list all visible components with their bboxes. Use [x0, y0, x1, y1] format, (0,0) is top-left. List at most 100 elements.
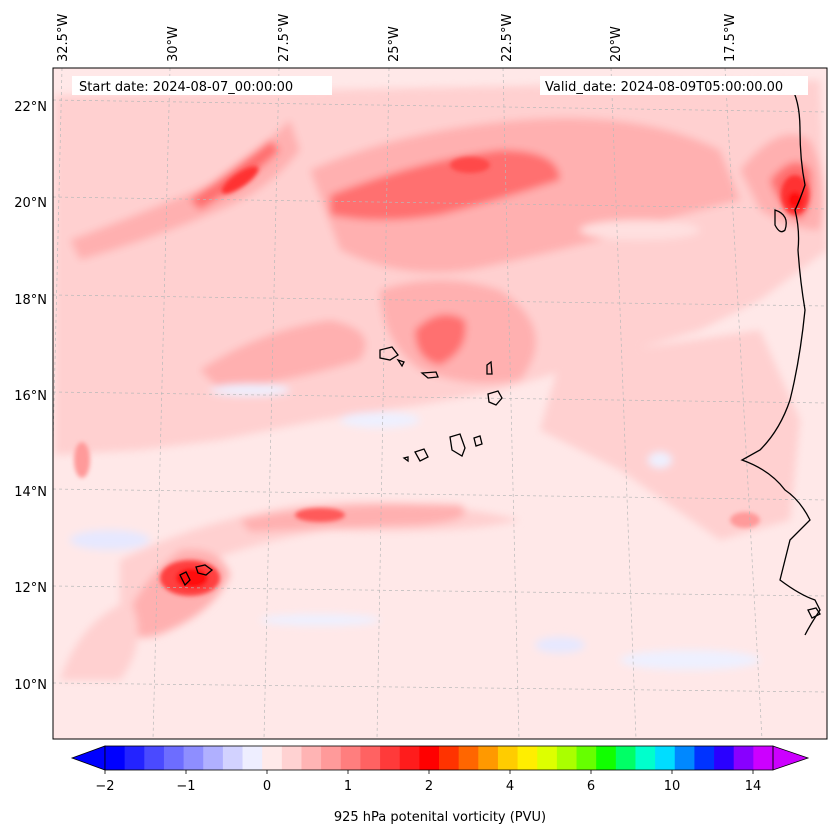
- island-cyclone-1: [195, 564, 214, 576]
- lon-label-25w: 25°W: [387, 26, 402, 62]
- pv-medium-streak-south: [240, 504, 465, 532]
- colorbar-cell: [714, 746, 735, 770]
- colorbar-cell: [144, 746, 165, 770]
- cape-verde-santo-antao: [379, 346, 399, 361]
- colorbar-outline: [104, 745, 774, 771]
- pv-negative-patch-2: [340, 412, 420, 428]
- lat-label-22n: 22°N: [14, 100, 47, 115]
- colorbar-cell: [360, 746, 381, 770]
- colorbar-cell: [105, 746, 126, 770]
- colorbar-cell: [733, 746, 754, 770]
- lat-label-14n: 14°N: [14, 485, 47, 500]
- gridlines: [53, 68, 827, 739]
- pv-negative-patch-4: [535, 637, 585, 653]
- colorbar-tick-label-14: 14: [745, 779, 762, 794]
- colorbar: −2 −1 0 1 2 4 6 10 14 925 hPa potenital …: [70, 745, 810, 825]
- pv-medium-band-northwest: [70, 120, 300, 260]
- lon-label-32-5w: 32.5°W: [56, 14, 71, 62]
- map-frame: [52, 67, 828, 740]
- colorbar-cell: [537, 746, 558, 770]
- colorbar-tick-label-0: 0: [263, 779, 271, 794]
- colorbar-tick-label-10: 10: [664, 779, 681, 794]
- cape-verde-sao-nicolau: [420, 371, 439, 379]
- african-coast-inlet: [774, 209, 787, 233]
- lat-label-16n: 16°N: [14, 389, 47, 404]
- colorbar-max-extend-arrow: [772, 745, 810, 771]
- colorbar-cell: [262, 746, 283, 770]
- pv-intense-core-northwest: [221, 166, 259, 194]
- valid-date-box: [540, 76, 808, 95]
- pv-intense-streak-south: [295, 508, 345, 522]
- cape-verde-boa-vista: [487, 390, 503, 406]
- start-date-box: [72, 76, 332, 95]
- pv-negative-patch-7: [260, 614, 380, 626]
- pv-medium-core-west: [74, 442, 90, 478]
- colorbar-cell: [124, 746, 145, 770]
- lat-label-18n: 18°N: [14, 293, 47, 308]
- colorbar-ticks: [104, 770, 754, 774]
- colorbar-tick-label-2: 2: [425, 779, 433, 794]
- colorbar-cell: [576, 746, 597, 770]
- colorbar-cell: [655, 746, 676, 770]
- pv-strong-core-north: [330, 150, 560, 220]
- pv-light-streak-south: [120, 502, 520, 640]
- cape-verde-santiago: [449, 433, 466, 457]
- colorbar-tick-label-4: 4: [506, 779, 514, 794]
- pv-negative-patch-3: [210, 384, 290, 396]
- lon-label-30w: 30°W: [166, 26, 181, 62]
- lon-label-27-5w: 27.5°W: [277, 14, 292, 62]
- colorbar-cell: [340, 746, 361, 770]
- top-axis: 32.5°W 30°W 27.5°W 25°W 22.5°W 20°W 17.5…: [56, 14, 738, 62]
- island-cyclone-2: [179, 571, 191, 587]
- lat-label-20n: 20°N: [14, 196, 47, 211]
- colorbar-tick-label-6: 6: [587, 779, 595, 794]
- pv-negative-patch-1: [70, 530, 150, 550]
- lat-label-12n: 12°N: [14, 581, 47, 596]
- colorbar-cell: [694, 746, 715, 770]
- map-panel: Start date: 2024-08-07_00:00:00 Valid_da…: [53, 68, 827, 739]
- colorbar-cell: [242, 746, 263, 770]
- pv-light-region-east: [540, 330, 800, 540]
- pv-medium-band-mid: [200, 320, 366, 390]
- left-axis: 22°N 20°N 18°N 16°N 14°N 12°N 10°N: [14, 100, 47, 693]
- colorbar-cell: [183, 746, 204, 770]
- colorbar-cell: [615, 746, 636, 770]
- colorbar-tick-label-1: 1: [344, 779, 352, 794]
- africa-coastline: [740, 84, 821, 636]
- colorbar-cell: [419, 746, 440, 770]
- valid-date-text: Valid_date: 2024-08-09T05:00:00.00: [545, 80, 783, 95]
- colorbar-cell: [674, 746, 695, 770]
- colorbar-cell: [596, 746, 617, 770]
- lat-label-10n: 10°N: [14, 678, 47, 693]
- coastlines: [179, 84, 821, 636]
- lon-label-20w: 20°W: [609, 26, 624, 62]
- lon-label-22-5w: 22.5°W: [500, 14, 515, 62]
- colorbar-cell: [753, 746, 774, 770]
- lon-label-17-5w: 17.5°W: [723, 14, 738, 62]
- colorbar-tick-label-neg2: −2: [95, 779, 114, 794]
- colorbar-cell: [222, 746, 243, 770]
- cape-verde-maio: [473, 435, 483, 447]
- cape-verde-brava: [402, 456, 409, 463]
- colorbar-cell: [399, 746, 420, 770]
- colorbar-cell: [321, 746, 342, 770]
- pv-strong-core-central: [415, 314, 466, 365]
- cape-verde-sao-vicente: [396, 358, 405, 368]
- colorbar-cell: [556, 746, 577, 770]
- colorbar-cell: [163, 746, 184, 770]
- pv-medium-band-north: [310, 118, 740, 273]
- colorbar-cell: [203, 746, 224, 770]
- colorbar-tick-label-neg1: −1: [176, 779, 195, 794]
- pv-medium-core-east-south: [730, 512, 760, 528]
- cape-verde-sal: [486, 360, 493, 375]
- colorbar-cell: [517, 746, 538, 770]
- colorbar-cell: [635, 746, 656, 770]
- colorbar-label: 925 hPa potenital vorticity (PVU): [334, 810, 546, 825]
- pv-negative-patch-5: [648, 452, 672, 468]
- cape-verde-fogo: [414, 448, 429, 462]
- colorbar-cells: [105, 746, 774, 770]
- colorbar-min-extend-arrow: [70, 745, 106, 771]
- pv-light-cyclone-south: [60, 600, 138, 680]
- colorbar-cell: [380, 746, 401, 770]
- guinea-bissau-islands: [807, 607, 821, 619]
